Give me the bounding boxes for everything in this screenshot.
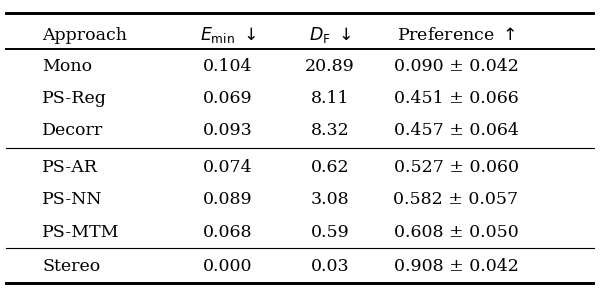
Text: 3.08: 3.08: [311, 191, 349, 208]
Text: 0.074: 0.074: [203, 159, 253, 176]
Text: PS-AR: PS-AR: [42, 159, 98, 176]
Text: $E_{\min}\ \downarrow$: $E_{\min}\ \downarrow$: [200, 25, 256, 45]
Text: 0.451 ± 0.066: 0.451 ± 0.066: [394, 90, 518, 107]
Text: PS-MTM: PS-MTM: [42, 224, 119, 241]
Text: 0.527 ± 0.060: 0.527 ± 0.060: [394, 159, 518, 176]
Text: 0.62: 0.62: [311, 159, 349, 176]
Text: 0.069: 0.069: [203, 90, 253, 107]
Text: 0.104: 0.104: [203, 58, 253, 75]
Text: 0.093: 0.093: [203, 122, 253, 139]
Text: $D_{\mathrm{F}}\ \downarrow$: $D_{\mathrm{F}}\ \downarrow$: [308, 25, 352, 45]
Text: 0.59: 0.59: [311, 224, 349, 241]
Text: Stereo: Stereo: [42, 258, 100, 275]
Text: Mono: Mono: [42, 58, 92, 75]
Text: 0.089: 0.089: [203, 191, 253, 208]
Text: 8.11: 8.11: [311, 90, 349, 107]
Text: 0.582 ± 0.057: 0.582 ± 0.057: [394, 191, 518, 208]
Text: 0.457 ± 0.064: 0.457 ± 0.064: [394, 122, 518, 139]
Text: Approach: Approach: [42, 27, 127, 44]
Text: 0.068: 0.068: [203, 224, 253, 241]
Text: 0.03: 0.03: [311, 258, 349, 275]
Text: Decorr: Decorr: [42, 122, 103, 139]
Text: 0.090 ± 0.042: 0.090 ± 0.042: [394, 58, 518, 75]
Text: Preference $\uparrow$: Preference $\uparrow$: [397, 27, 515, 44]
Text: 0.000: 0.000: [203, 258, 253, 275]
Text: 0.608 ± 0.050: 0.608 ± 0.050: [394, 224, 518, 241]
Text: PS-NN: PS-NN: [42, 191, 103, 208]
Text: PS-Reg: PS-Reg: [42, 90, 107, 107]
Text: 20.89: 20.89: [305, 58, 355, 75]
Text: 0.908 ± 0.042: 0.908 ± 0.042: [394, 258, 518, 275]
Text: 8.32: 8.32: [311, 122, 349, 139]
